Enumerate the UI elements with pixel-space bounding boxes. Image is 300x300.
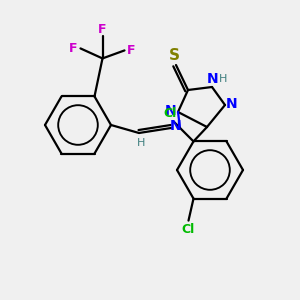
Text: S: S — [169, 49, 179, 64]
Text: N: N — [207, 72, 219, 86]
Text: F: F — [69, 42, 78, 55]
Text: F: F — [127, 44, 136, 57]
Text: N: N — [226, 97, 238, 111]
Text: H: H — [137, 138, 145, 148]
Text: Cl: Cl — [182, 223, 195, 236]
Text: H: H — [219, 74, 227, 84]
Text: Cl: Cl — [163, 107, 176, 120]
Text: F: F — [98, 23, 107, 36]
Text: N: N — [165, 104, 177, 118]
Text: N: N — [170, 119, 182, 133]
